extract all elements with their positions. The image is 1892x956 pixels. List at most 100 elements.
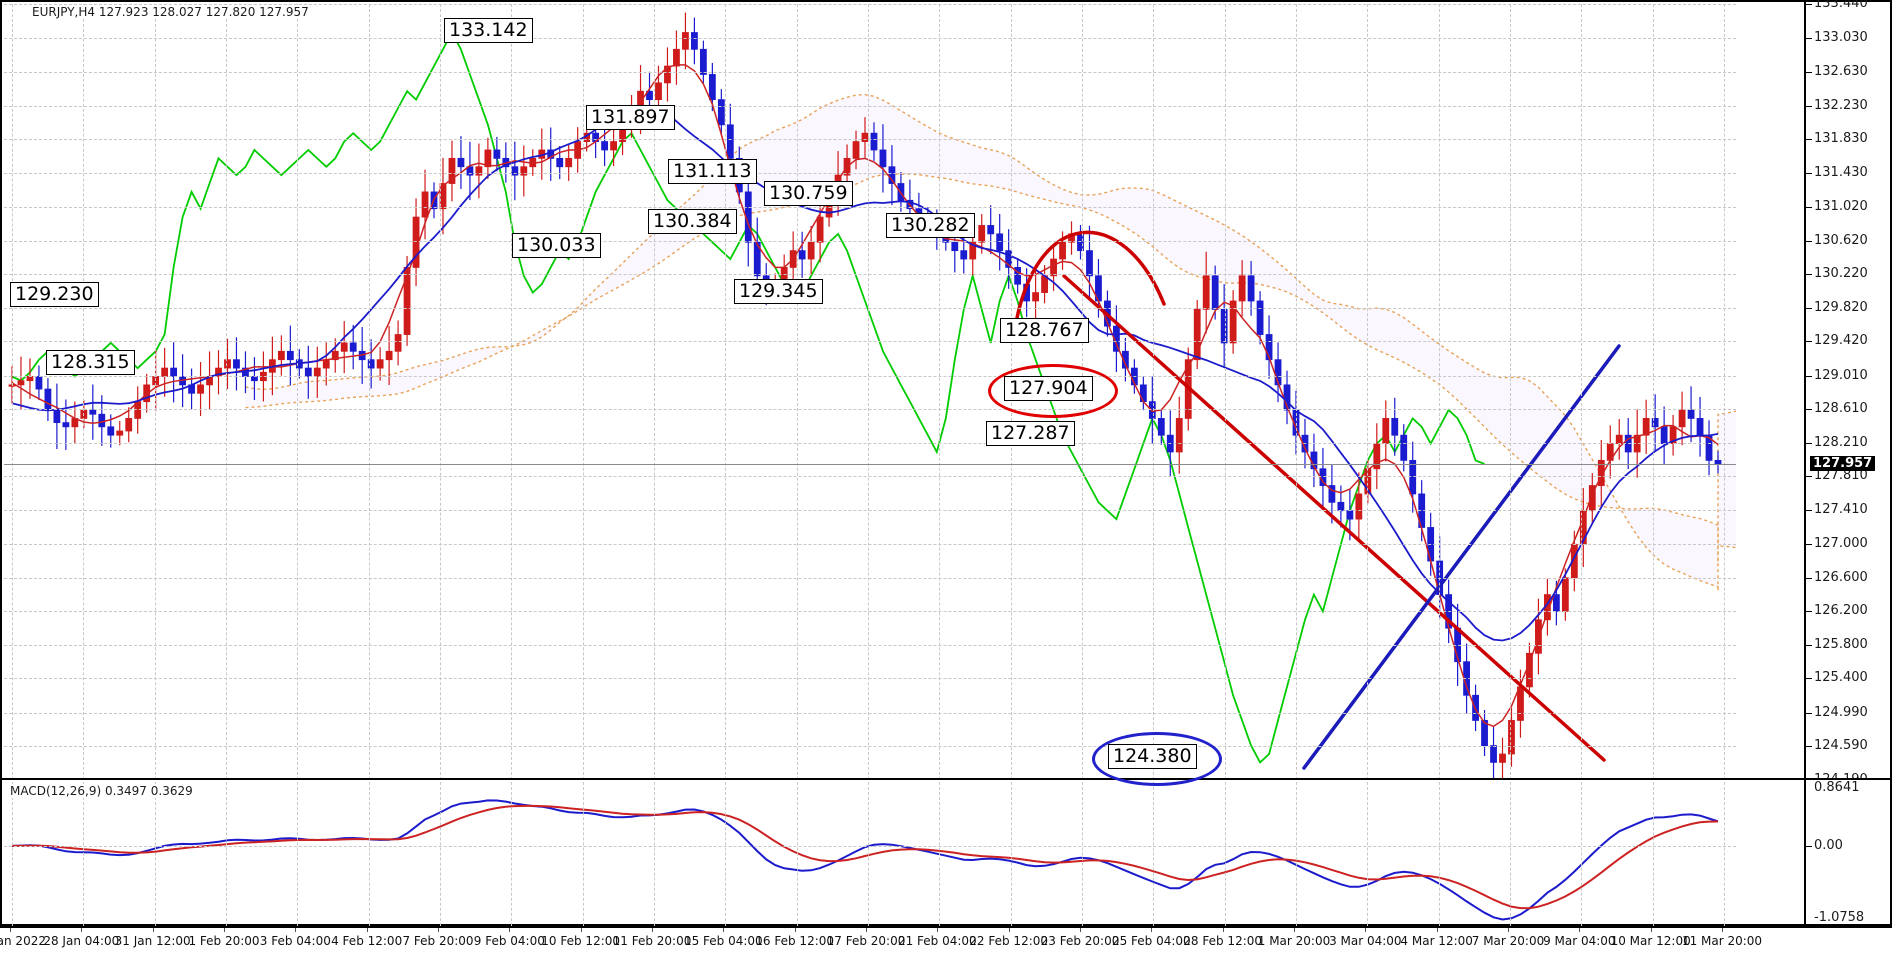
price-axis-tick [1806,678,1812,680]
macd-zero-gridline [4,845,1736,847]
macd-plot-area[interactable] [4,782,1736,926]
annot-130-282[interactable]: 130.282 [886,213,975,238]
time-axis-label: 9 Mar 04:00 [1543,934,1616,948]
annot-133-142[interactable]: 133.142 [444,18,533,43]
price-axis-tick [1806,611,1812,613]
annot-130-759[interactable]: 130.759 [764,181,853,206]
vertical-gridline [582,4,584,780]
time-axis-label: 7 Mar 20:00 [1471,934,1545,948]
vertical-gridline [1153,4,1155,780]
price-axis-label: 127.000 [1814,536,1868,552]
price-axis-tick [1806,375,1812,377]
macd-indicator-panel[interactable]: MACD(12,26,9) 0.3497 0.3629 0.8641 0.00 -1… [0,778,1892,926]
annot-129-345[interactable]: 129.345 [734,279,823,304]
horizontal-gridline [4,71,1736,73]
time-axis-tick [1151,928,1153,932]
price-axis-label: 133.440 [1814,0,1868,11]
vertical-gridline [83,4,85,780]
horizontal-gridline [4,442,1736,444]
horizontal-gridline [4,207,1736,209]
vertical-gridline [654,4,655,780]
vertical-gridline [1153,782,1155,926]
time-axis-label: 7 Feb 20:00 [402,934,474,948]
vertical-gridline [226,4,227,780]
vertical-gridline [1581,782,1583,926]
vertical-gridline [725,4,727,780]
horizontal-gridline [4,712,1736,714]
price-axis-label: 124.990 [1814,704,1868,720]
vertical-gridline [868,782,869,926]
time-axis-tick [652,928,653,932]
vertical-gridline [1082,782,1083,926]
time-axis-tick [1579,928,1581,932]
price-axis-tick [1806,577,1812,579]
price-plot-area[interactable] [4,4,1736,780]
price-axis-label: 124.590 [1814,738,1868,754]
horizontal-gridline [4,746,1736,748]
horizontal-gridline [4,240,1736,242]
time-axis-label: 11 Feb 20:00 [612,934,692,948]
time-axis-tick [1008,928,1010,932]
price-axis-tick [1806,544,1812,546]
price-axis-tick [1806,105,1812,107]
annot-124-380-ellipse[interactable] [1092,732,1222,786]
price-axis-tick [1806,442,1812,444]
horizontal-gridline [4,38,1736,40]
annot-130-033[interactable]: 130.033 [512,233,601,258]
price-axis-tick [1806,341,1812,343]
price-axis-label: 127.810 [1814,468,1868,484]
macd-title: MACD(12,26,9) 0.3497 0.3629 [8,784,195,798]
price-axis-label: 127.410 [1814,501,1868,517]
annot-128-767[interactable]: 128.767 [1000,318,1089,343]
vertical-gridline [796,782,798,926]
macd-axis: 0.8641 0.00 -1.0758 [1804,780,1890,924]
time-axis-label: 10 Feb 12:00 [541,934,621,948]
vertical-gridline [939,4,941,780]
vertical-gridline [440,782,441,926]
time-axis-label: 31 Jan 12:00 [114,934,191,948]
price-axis-label: 126.600 [1814,569,1868,585]
annot-128-315[interactable]: 128.315 [46,350,135,375]
annot-127-904[interactable]: 127.904 [1004,376,1093,401]
vertical-gridline [1724,4,1725,780]
time-axis-label: 3 Feb 04:00 [259,934,331,948]
vertical-gridline [83,782,85,926]
vertical-gridline [511,782,513,926]
annot-131-113[interactable]: 131.113 [668,159,757,184]
horizontal-gridline [4,644,1736,646]
time-axis-label: 9 Feb 04:00 [473,934,545,948]
vertical-gridline [1652,782,1654,926]
annot-127-904-ellipse[interactable] [988,364,1118,418]
price-axis-label: 131.020 [1814,199,1868,215]
macd-axis-label: 0.00 [1814,837,1843,853]
macd-axis-label: -1.0758 [1814,910,1865,925]
downtrend-line[interactable] [1062,274,1606,762]
time-axis-tick [937,928,939,932]
price-axis-label: 130.620 [1814,232,1868,248]
price-axis[interactable]: 133.440 133.030 132.630 132.230 131.830 131.4… [1804,0,1890,786]
time-axis-label: 3 Mar 04:00 [1329,934,1402,948]
annot-127-287[interactable]: 127.287 [986,421,1075,446]
annot-131-897[interactable]: 131.897 [586,105,675,130]
annot-124-380[interactable]: 124.380 [1108,744,1197,769]
uptrend-line[interactable] [1302,344,1621,770]
price-axis-tick [1806,139,1812,141]
annot-130-384[interactable]: 130.384 [648,209,737,234]
vertical-gridline [1010,782,1012,926]
time-axis-tick [366,928,368,932]
horizontal-gridline [4,139,1736,141]
price-chart-panel[interactable]: EURJPY,H4 127.923 128.027 127.820 127.95… [0,0,1892,786]
time-axis-label: 22 Feb 12:00 [969,934,1049,948]
price-axis-tick [1806,38,1812,40]
vertical-gridline [1581,4,1583,780]
red-arc-drawing[interactable] [1012,230,1166,336]
horizontal-gridline [4,375,1736,377]
time-axis-tick [1722,928,1723,932]
annot-129-230[interactable]: 129.230 [10,282,99,307]
time-axis-label: 28 Jan 04:00 [43,934,120,948]
price-axis-label: 129.010 [1814,367,1868,383]
macd-signal-line [12,804,1719,910]
time-axis-label: 4 Feb 12:00 [331,934,403,948]
price-axis-tick [1806,274,1812,276]
